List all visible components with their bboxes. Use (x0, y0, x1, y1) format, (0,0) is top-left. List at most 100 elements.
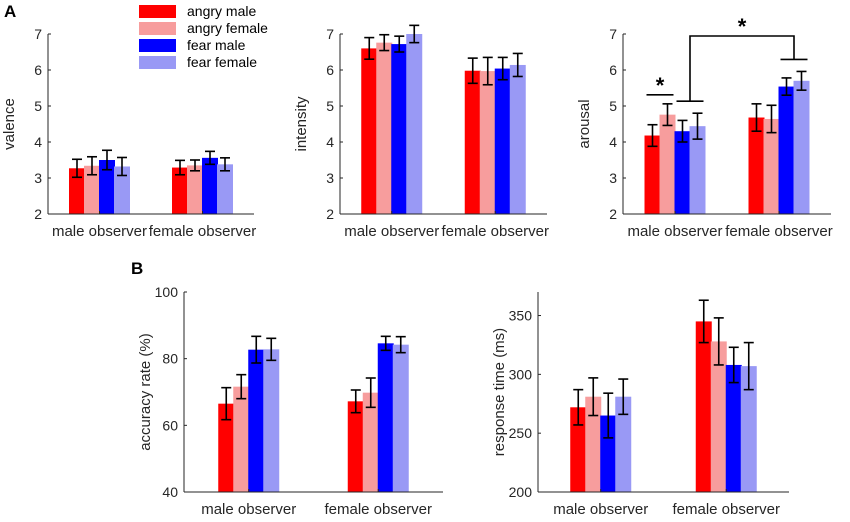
bar (202, 157, 218, 214)
error-bar (588, 377, 599, 417)
y-tick-label: 7 (326, 26, 334, 42)
significance-annotations: ** (646, 14, 808, 102)
y-axis-label: valence (1, 98, 18, 150)
bar (689, 126, 706, 214)
error-bar (692, 112, 703, 140)
bar (509, 64, 526, 215)
y-tick-label: 5 (326, 98, 334, 114)
chart-response-time: 200 250 300 350 male observer female observer… (491, 292, 789, 518)
y-axis-label: accuracy rate (%) (137, 333, 154, 451)
bar (695, 321, 712, 492)
error-bar (365, 377, 376, 409)
error-bar (266, 337, 277, 362)
y-tick-label: 7 (34, 26, 42, 42)
bar (217, 164, 233, 214)
legend-item: angry female (139, 19, 268, 37)
y-tick-label: 350 (509, 308, 533, 324)
bar (362, 392, 379, 492)
error-bar (175, 159, 185, 176)
error-bar (190, 159, 200, 172)
y-tick-label: 250 (509, 425, 533, 441)
error-bar (395, 335, 406, 354)
x-tick-label: female observer (324, 501, 432, 517)
panel-label-b: B (131, 259, 144, 278)
chart-valence: 2 3 4 5 6 7 male observer female observer valenc… (1, 26, 256, 240)
error-bar (713, 317, 724, 366)
y-axis-label: response time (ms) (491, 328, 508, 456)
x-tick-label: female observer (441, 223, 549, 240)
bar (347, 401, 364, 492)
error-bar (467, 57, 478, 85)
x-tick-label: male observer (553, 501, 648, 517)
bar (84, 165, 100, 214)
error-bar (409, 24, 420, 44)
y-tick-label: 6 (34, 62, 42, 78)
bar (479, 71, 496, 214)
y-tick-label: 300 (509, 366, 533, 382)
error-bar (205, 150, 215, 166)
bar (361, 48, 378, 215)
bar (172, 167, 188, 214)
legend-swatch-fear-male (139, 38, 176, 52)
bar (494, 68, 511, 214)
bar (218, 403, 235, 492)
y-axis-label: arousal (576, 99, 593, 148)
legend-label: angry female (187, 20, 268, 36)
x-tick-label: male observer (627, 223, 722, 240)
y-tick-label: 2 (326, 206, 334, 222)
error-bar (743, 341, 754, 391)
legend-item: angry male (139, 2, 256, 20)
bar (376, 42, 393, 214)
bar (793, 80, 810, 214)
x-tick-label: male observer (52, 223, 147, 240)
legend-item: fear male (139, 36, 245, 54)
error-bar (766, 104, 777, 134)
error-bar (394, 35, 405, 53)
y-axis-label: intensity (293, 96, 310, 152)
y-tick-label: 6 (609, 62, 617, 78)
error-bar (781, 77, 792, 96)
y-tick-label: 5 (34, 98, 42, 114)
x-tick-label: female observer (672, 501, 780, 517)
legend-item: fear female (139, 53, 257, 71)
y-tick-label: 6 (326, 62, 334, 78)
y-tick-label: 100 (155, 284, 179, 300)
y-tick-label: 7 (609, 26, 617, 42)
y-tick-label: 3 (326, 170, 334, 186)
x-tick-label: female observer (149, 223, 257, 240)
error-bar (482, 56, 493, 86)
bar (570, 407, 587, 492)
error-bar (102, 149, 112, 171)
bar (187, 165, 203, 214)
legend-label: fear male (187, 37, 246, 53)
bar (659, 114, 676, 214)
error-bar (796, 70, 807, 91)
error-bar (87, 155, 97, 176)
error-bar (220, 157, 230, 172)
error-bar (573, 388, 584, 426)
bar (740, 366, 757, 492)
y-tick-label: 4 (609, 134, 617, 150)
significance-bracket (689, 35, 795, 102)
bar (763, 118, 780, 214)
error-bar (603, 392, 614, 439)
y-tick-label: 3 (609, 170, 617, 186)
error-bar (662, 103, 673, 127)
error-bar (72, 158, 82, 179)
y-tick-label: 4 (34, 134, 42, 150)
y-tick-label: 40 (162, 484, 178, 500)
legend: angry male angry female fear male fear f… (136, 0, 296, 74)
error-bar (647, 123, 658, 148)
legend-swatch-fear-female (139, 55, 176, 69)
bar (248, 349, 265, 492)
bar (710, 341, 727, 492)
bar (263, 349, 280, 492)
x-tick-label: female observer (725, 223, 833, 240)
chart-intensity: 2 3 4 5 6 7 male observer female observer intens… (293, 24, 549, 240)
y-tick-label: 200 (509, 484, 533, 500)
error-bar (512, 52, 523, 78)
bar (644, 135, 661, 214)
error-bar (379, 33, 390, 52)
